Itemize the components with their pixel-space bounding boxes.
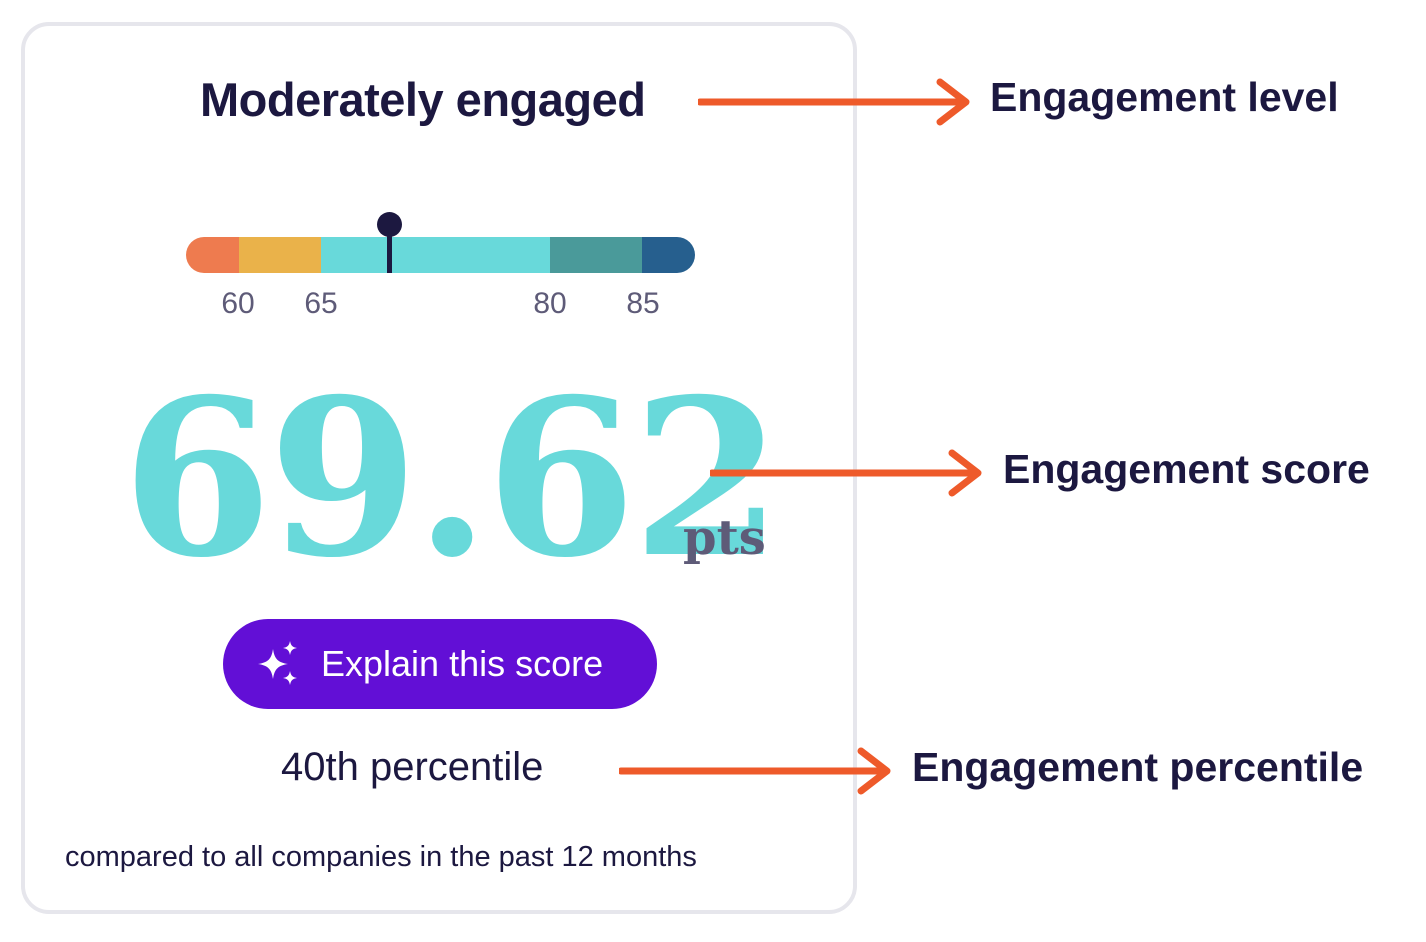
callout-engagement-percentile: Engagement percentile [912, 744, 1364, 790]
comparison-note: compared to all companies in the past 12… [65, 841, 697, 873]
engagement-scale-bar [186, 237, 695, 273]
arrow-to-percentile-label [619, 747, 891, 795]
score-marker-stem [387, 232, 392, 273]
arrow-to-level-label [698, 78, 970, 126]
scale-segment-below-average [239, 237, 321, 273]
engagement-level-title: Moderately engaged [200, 73, 646, 126]
engagement-card [21, 22, 857, 914]
scale-tick-80: 80 [533, 287, 567, 320]
scale-segment-moderate [321, 237, 550, 273]
score-marker-dot [377, 212, 402, 237]
explain-score-button-label: Explain this score [321, 643, 604, 684]
engagement-score-value: 69.62 [122, 351, 782, 605]
callout-engagement-level: Engagement level [990, 74, 1339, 120]
engagement-percentile: 40th percentile [281, 745, 544, 789]
scale-tick-65: 65 [304, 287, 338, 320]
arrow-to-score-label [710, 449, 982, 497]
scale-tick-85: 85 [626, 287, 660, 320]
score-unit: pts [683, 510, 766, 566]
explain-score-button[interactable]: Explain this score [223, 619, 657, 709]
scale-segment-high [550, 237, 642, 273]
scale-segment-very-high [642, 237, 695, 273]
callout-engagement-score: Engagement score [1003, 446, 1370, 492]
scale-segment-low [186, 237, 239, 273]
sparkles-icon [258, 641, 297, 685]
scale-tick-60: 60 [221, 287, 255, 320]
